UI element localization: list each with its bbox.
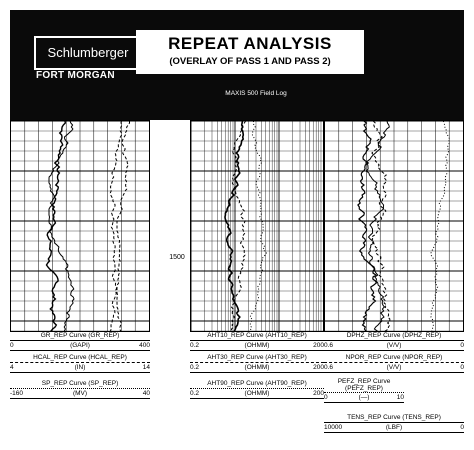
location-label: FORT MORGAN [36,70,115,81]
legend-aht90-unit: (OHMM) [244,390,270,397]
title-box: REPEAT ANALYSIS (OVERLAY OF PASS 1 AND P… [136,30,364,74]
legend-gr-name: GR_REP Curve (GR_REP) [40,332,120,339]
legend-aht90-right: 200 [313,390,324,397]
legend-hcal-right: 14 [142,364,150,371]
legend-tens-unit: (LBF) [385,424,403,431]
curve-legend: GR_REP Curve (GR_REP) 0 (GAPI) 400 HCAL_RE… [10,332,464,442]
legend-aht10-right: 200 [313,342,324,349]
field-log-label: MAXIS 500 Field Log [225,90,287,97]
legend-dphz-unit: (V/V) [386,342,402,349]
track-porosity [324,120,464,332]
legend-sp-unit: (MV) [72,390,88,397]
track1-plot [11,121,149,331]
legend-pefz-left: 0 [324,394,328,401]
legend-hcal-unit: (IN) [74,364,86,371]
legend-npor-unit: (V/V) [386,364,402,371]
legend-pefz-right: 10 [396,394,404,401]
legend-gr-unit: (GAPI) [70,342,90,349]
track2-plot [191,121,323,331]
report-title: REPEAT ANALYSIS [168,34,332,53]
legend-dphz-right: 0 [460,342,464,349]
legend-aht30-right: 200 [313,364,324,371]
legend-hcal-left: 4 [10,364,14,371]
legend-tens-left: 10000 [324,424,343,431]
legend-aht10-left: 0.2 [190,342,200,349]
legend-aht90-left: 0.2 [190,390,200,397]
legend-sp-left: -160 [10,390,24,397]
legend-tens-name: TENS_REP Curve (TENS_REP) [347,414,441,421]
legend-sp-name: SP_REP Curve (SP_REP) [41,380,119,387]
legend-gr-left: 0 [10,342,14,349]
log-header: Schlumberger FORT MORGAN REPEAT ANALYSIS… [10,10,464,120]
legend-pefz-name: PEFZ_REP Curve (PEFZ_REP) [337,378,391,392]
legend-aht10-name: AHT10_REP Curve (AHT10_REP) [207,332,307,339]
legend-dphz-name: DPHZ_REP Curve (DPHZ_REP) [346,332,442,339]
legend-aht90-name: AHT90_REP Curve (AHT90_REP) [207,380,307,387]
legend-aht30-name: AHT30_REP Curve (AHT30_REP) [207,354,307,361]
legend-gr-right: 400 [139,342,150,349]
track3-plot [325,121,463,331]
legend-pefz-unit: (—) [358,394,370,401]
legend-aht30-unit: (OHMM) [244,364,270,371]
legend-sp-right: 40 [142,390,150,397]
legend-npor-right: 0 [460,364,464,371]
legend-aht30-left: 0.2 [190,364,200,371]
legend-npor-name: NPOR_REP Curve (NPOR_REP) [345,354,443,361]
legend-tens-right: 0 [460,424,464,431]
depth-label: 1500 [169,254,185,261]
legend-aht10-unit: (OHMM) [244,342,270,349]
report-subtitle: (OVERLAY OF PASS 1 AND PASS 2) [169,56,331,67]
track-gamma-caliper [10,120,150,332]
legend-dphz-left: 0.6 [324,342,334,349]
legend-npor-left: 0.6 [324,364,334,371]
company-logo: Schlumberger [34,36,142,70]
track-resistivity [190,120,324,332]
legend-hcal-name: HCAL_REP Curve (HCAL_REP) [33,354,127,361]
